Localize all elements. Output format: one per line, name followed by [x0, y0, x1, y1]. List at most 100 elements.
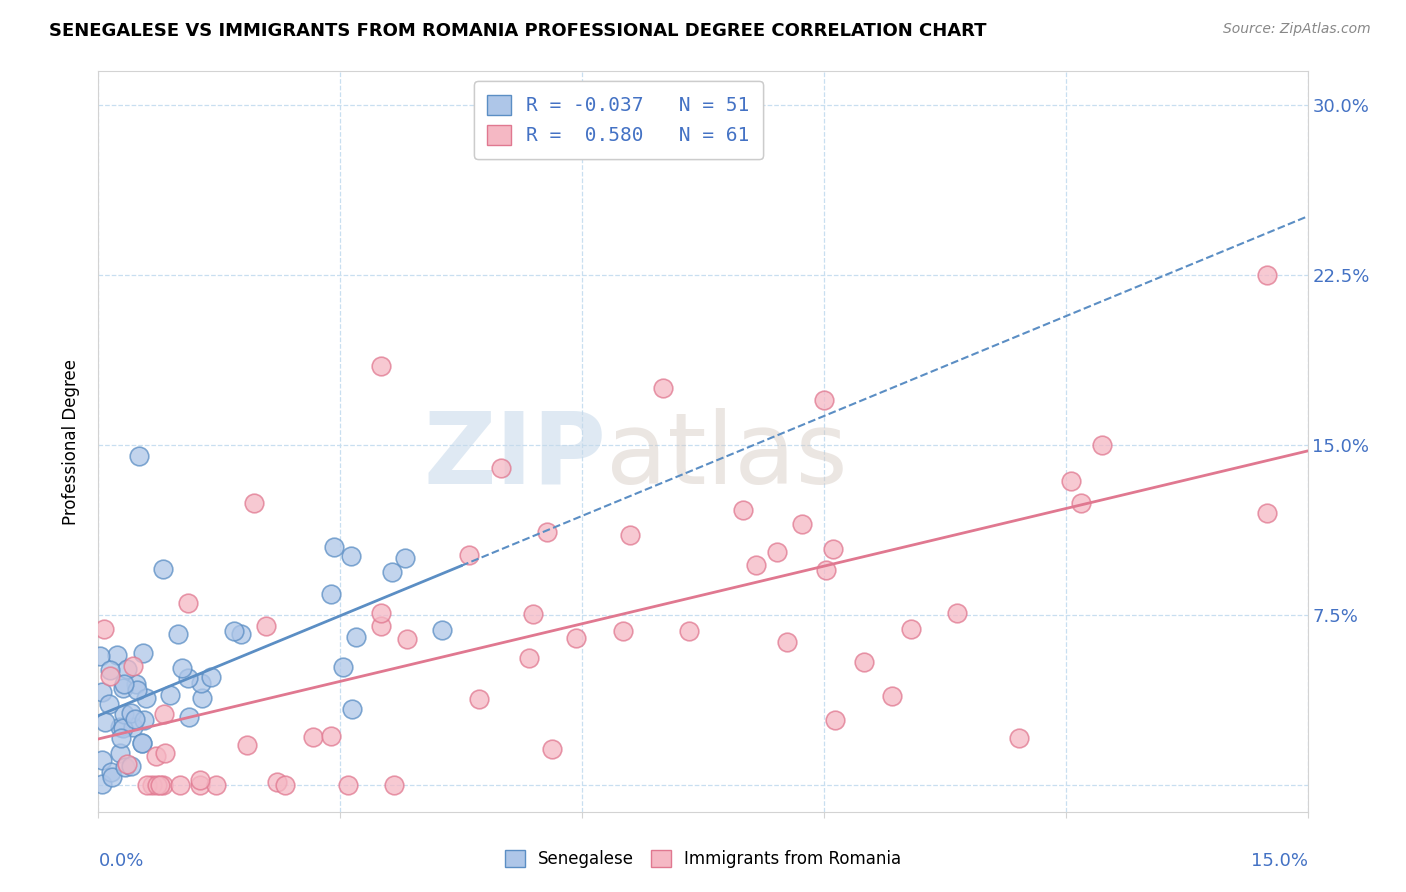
Point	[132, 647, 155, 661]
Point	[381, 565, 404, 579]
Point	[152, 778, 174, 792]
Point	[900, 622, 922, 636]
Point	[149, 778, 172, 792]
Point	[619, 528, 641, 542]
Point	[301, 730, 323, 744]
Point	[775, 635, 797, 649]
Point	[111, 721, 134, 735]
Point	[105, 648, 128, 662]
Legend: R = -0.037   N = 51, R =  0.580   N = 61: R = -0.037 N = 51, R = 0.580 N = 61	[474, 81, 763, 159]
Point	[745, 558, 768, 573]
Point	[468, 692, 491, 706]
Point	[319, 587, 342, 601]
Point	[152, 562, 174, 576]
Point	[766, 544, 789, 558]
Text: 15.0%: 15.0%	[1250, 853, 1308, 871]
Point	[190, 676, 212, 690]
Point	[1256, 268, 1278, 282]
Point	[946, 606, 969, 620]
Point	[153, 746, 176, 760]
Point	[190, 772, 212, 787]
Point	[242, 496, 264, 510]
Point	[112, 677, 135, 691]
Point	[651, 381, 673, 395]
Text: atlas: atlas	[606, 408, 848, 505]
Point	[1070, 495, 1092, 509]
Point	[146, 778, 169, 792]
Point	[731, 503, 754, 517]
Text: ZIP: ZIP	[423, 408, 606, 505]
Point	[127, 683, 149, 698]
Point	[814, 563, 837, 577]
Point	[114, 760, 136, 774]
Point	[135, 691, 157, 706]
Point	[612, 624, 634, 638]
Text: 0.0%: 0.0%	[98, 853, 143, 871]
Point	[254, 618, 277, 632]
Point	[141, 778, 163, 792]
Point	[519, 651, 541, 665]
Legend: Senegalese, Immigrants from Romania: Senegalese, Immigrants from Romania	[498, 843, 908, 875]
Point	[145, 748, 167, 763]
Point	[169, 778, 191, 792]
Point	[200, 670, 222, 684]
Text: SENEGALESE VS IMMIGRANTS FROM ROMANIA PROFESSIONAL DEGREE CORRELATION CHART: SENEGALESE VS IMMIGRANTS FROM ROMANIA PR…	[49, 22, 987, 40]
Point	[541, 742, 564, 756]
Point	[458, 548, 481, 562]
Point	[824, 713, 846, 727]
Point	[394, 551, 416, 566]
Point	[91, 753, 114, 767]
Point	[340, 702, 363, 716]
Point	[117, 662, 139, 676]
Point	[134, 714, 156, 728]
Point	[432, 624, 454, 638]
Point	[128, 449, 150, 463]
Point	[236, 738, 259, 752]
Point	[1256, 506, 1278, 520]
Point	[98, 663, 121, 677]
Point	[1060, 475, 1083, 489]
Point	[110, 731, 132, 745]
Point	[90, 685, 112, 699]
Point	[93, 622, 115, 636]
Point	[522, 607, 544, 621]
Point	[111, 681, 134, 696]
Point	[191, 691, 214, 706]
Point	[122, 720, 145, 734]
Point	[1091, 438, 1114, 452]
Point	[790, 517, 813, 532]
Point	[100, 764, 122, 779]
Point	[120, 759, 142, 773]
Point	[172, 661, 194, 675]
Point	[880, 690, 903, 704]
Point	[110, 746, 132, 760]
Point	[177, 596, 200, 610]
Point	[536, 525, 558, 540]
Point	[120, 706, 142, 721]
Point	[153, 706, 176, 721]
Point	[98, 669, 121, 683]
Point	[89, 649, 111, 664]
Y-axis label: Professional Degree: Professional Degree	[62, 359, 80, 524]
Point	[370, 618, 392, 632]
Point	[340, 549, 363, 563]
Point	[101, 770, 124, 784]
Point	[188, 778, 211, 792]
Point	[115, 756, 138, 771]
Point	[124, 712, 146, 726]
Point	[319, 729, 342, 743]
Text: Source: ZipAtlas.com: Source: ZipAtlas.com	[1223, 22, 1371, 37]
Point	[135, 778, 157, 792]
Point	[565, 631, 588, 645]
Point	[159, 688, 181, 702]
Point	[205, 778, 228, 792]
Point	[222, 624, 245, 638]
Point	[821, 542, 844, 557]
Point	[266, 775, 288, 789]
Point	[125, 677, 148, 691]
Point	[344, 631, 367, 645]
Point	[1008, 731, 1031, 746]
Point	[231, 627, 253, 641]
Point	[131, 736, 153, 750]
Point	[678, 624, 700, 639]
